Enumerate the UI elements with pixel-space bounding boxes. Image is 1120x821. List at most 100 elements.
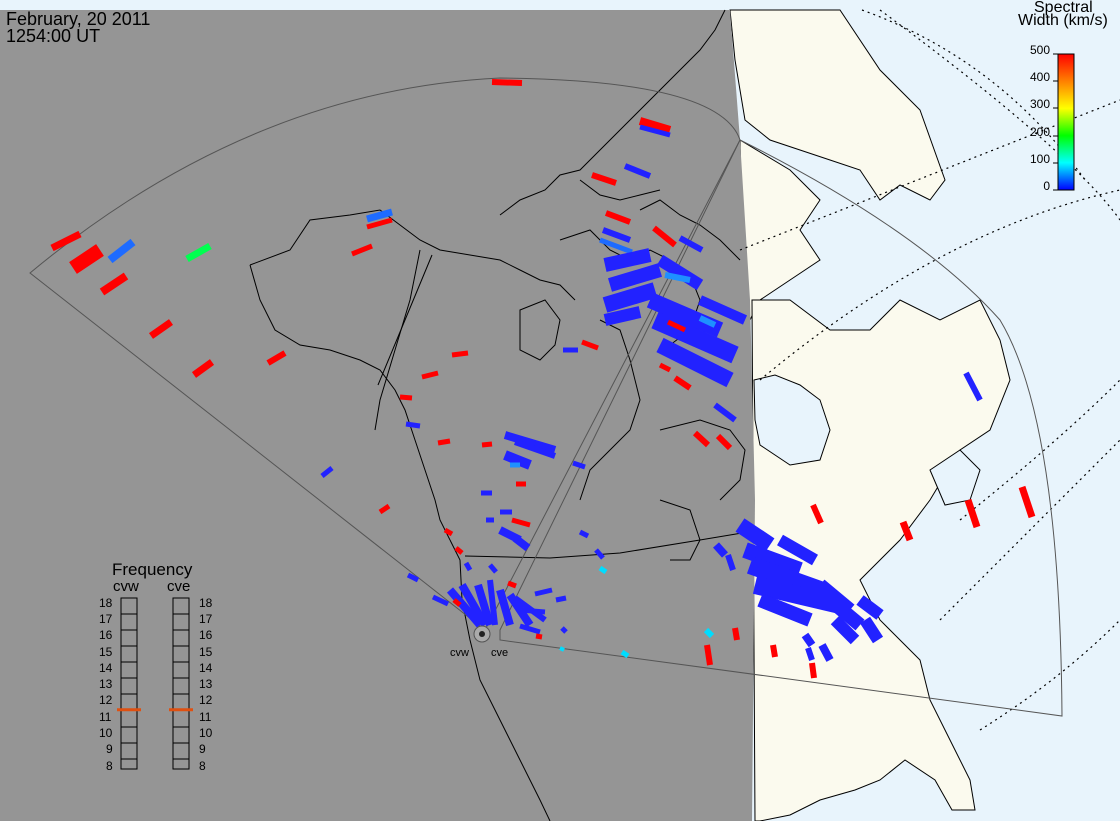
scatter-cell xyxy=(810,503,824,525)
scatter-cell xyxy=(825,594,865,631)
radar-site-label-cve: cve xyxy=(491,647,509,659)
scatter-cell xyxy=(602,282,658,313)
scatter-cell xyxy=(559,646,565,652)
scatter-cell xyxy=(406,572,420,583)
scatter-cell xyxy=(452,598,462,607)
scatter-cell xyxy=(560,626,568,634)
frequency-tick: 15 xyxy=(99,645,113,659)
frequency-radar-label-cvw: cvw xyxy=(113,578,139,595)
colorbar-tick-label: 400 xyxy=(1029,70,1050,84)
colorbar-tick-marks xyxy=(1053,53,1058,191)
scatter-cell xyxy=(678,235,704,253)
scatter-cell xyxy=(451,350,469,358)
frequency-title: Frequency xyxy=(112,560,193,579)
scatter-cell xyxy=(594,548,605,560)
scatter-cell xyxy=(69,244,104,274)
frequency-tick: 15 xyxy=(199,645,213,659)
time-label: 1254:00 UT xyxy=(6,26,101,46)
scatter-cell xyxy=(713,542,728,558)
colorbar-tick-label: 300 xyxy=(1029,97,1050,111)
scatter-cell xyxy=(519,607,546,615)
scatter-cell xyxy=(555,595,567,603)
scatter-cell xyxy=(639,124,671,138)
scatter-cell xyxy=(507,580,517,589)
frequency-tick: 8 xyxy=(199,759,206,773)
frequency-tick: 17 xyxy=(99,612,113,626)
scatter-cell xyxy=(757,593,813,627)
scatter-cell xyxy=(463,561,473,572)
scatter-cell xyxy=(752,576,843,614)
scatter-cell xyxy=(320,466,334,478)
scatter-cell xyxy=(603,248,652,272)
scatter-cell xyxy=(601,227,632,243)
frequency-tick: 12 xyxy=(199,693,213,707)
scatter-cell xyxy=(770,644,778,658)
scatter-cell xyxy=(607,263,663,292)
frequency-tick: 11 xyxy=(99,710,112,724)
scatter-cell xyxy=(591,172,617,186)
scatter-cell xyxy=(598,565,608,575)
scatter-cell xyxy=(50,230,82,252)
scatter-cell xyxy=(703,627,715,639)
scatter-cell xyxy=(366,208,393,223)
scatter-cell xyxy=(830,615,860,645)
scatter-cell xyxy=(405,421,421,429)
frequency-tick: 18 xyxy=(199,596,213,610)
fields-of-view xyxy=(29,77,1063,717)
scatter-cell xyxy=(535,633,543,640)
scatter-cell xyxy=(503,450,532,470)
scatter-cell xyxy=(673,375,692,391)
scatter-cell xyxy=(658,362,672,373)
scatter-cell xyxy=(801,632,816,648)
colorbar-title-line2: Width (km/s) xyxy=(1018,12,1108,29)
scatter-cell xyxy=(599,237,633,255)
scatter-cell xyxy=(503,431,557,454)
scatter-cell xyxy=(512,534,531,552)
scatter-cell xyxy=(603,306,642,326)
scatter-cell xyxy=(638,117,672,134)
scatter-cell xyxy=(488,563,498,574)
scatter-cell xyxy=(963,371,983,402)
colorbar-tick-label: 100 xyxy=(1029,152,1050,166)
scatter-cell xyxy=(534,587,553,597)
scatter-cell xyxy=(725,554,736,571)
frequency-tick: 9 xyxy=(199,742,206,756)
colorbar-tick-label: 200 xyxy=(1029,125,1050,139)
greenland-landmass xyxy=(729,9,946,201)
scatter-cell xyxy=(572,460,586,470)
scatter-cell xyxy=(266,350,287,366)
scatter-cell xyxy=(651,311,739,364)
scatter-cell xyxy=(148,319,174,339)
frequency-tick: 12 xyxy=(99,693,113,707)
scatter-cell xyxy=(620,649,630,659)
scatter-cell xyxy=(652,225,677,248)
scatter-cell xyxy=(666,319,687,333)
frequency-tick: 17 xyxy=(199,612,213,626)
scatter-cell xyxy=(443,527,454,537)
scatter-cell xyxy=(656,254,704,291)
scatter-cell xyxy=(458,583,489,627)
hudson-bay-east-shore xyxy=(753,374,831,466)
scatter-cell xyxy=(742,542,803,578)
frequency-tick: 9 xyxy=(106,742,113,756)
scatter-cell xyxy=(474,583,494,627)
colorbar-tick-label: 0 xyxy=(1043,179,1050,193)
frequency-tick: 16 xyxy=(199,628,213,642)
scatter-cell xyxy=(964,498,981,529)
scatter-cell xyxy=(713,402,737,423)
scatter-cell xyxy=(704,644,713,666)
scatter-cell xyxy=(437,438,451,446)
scatter-cell xyxy=(519,623,541,635)
frequency-tick: 10 xyxy=(99,726,113,740)
scatter-cell xyxy=(698,315,717,328)
scatter-cell xyxy=(899,520,914,542)
scatter-cell xyxy=(107,238,136,264)
frequency-radar-label-cve: cve xyxy=(167,578,191,595)
scatter-cell xyxy=(99,272,129,296)
gulf-st-lawrence xyxy=(929,449,981,506)
scatter-cell xyxy=(514,439,556,459)
scatter-cell xyxy=(777,534,818,566)
colorbar-title-line1: Spectral xyxy=(1034,0,1093,16)
spectral-width-colorbar xyxy=(1057,53,1075,191)
scatter-cell xyxy=(856,595,884,620)
